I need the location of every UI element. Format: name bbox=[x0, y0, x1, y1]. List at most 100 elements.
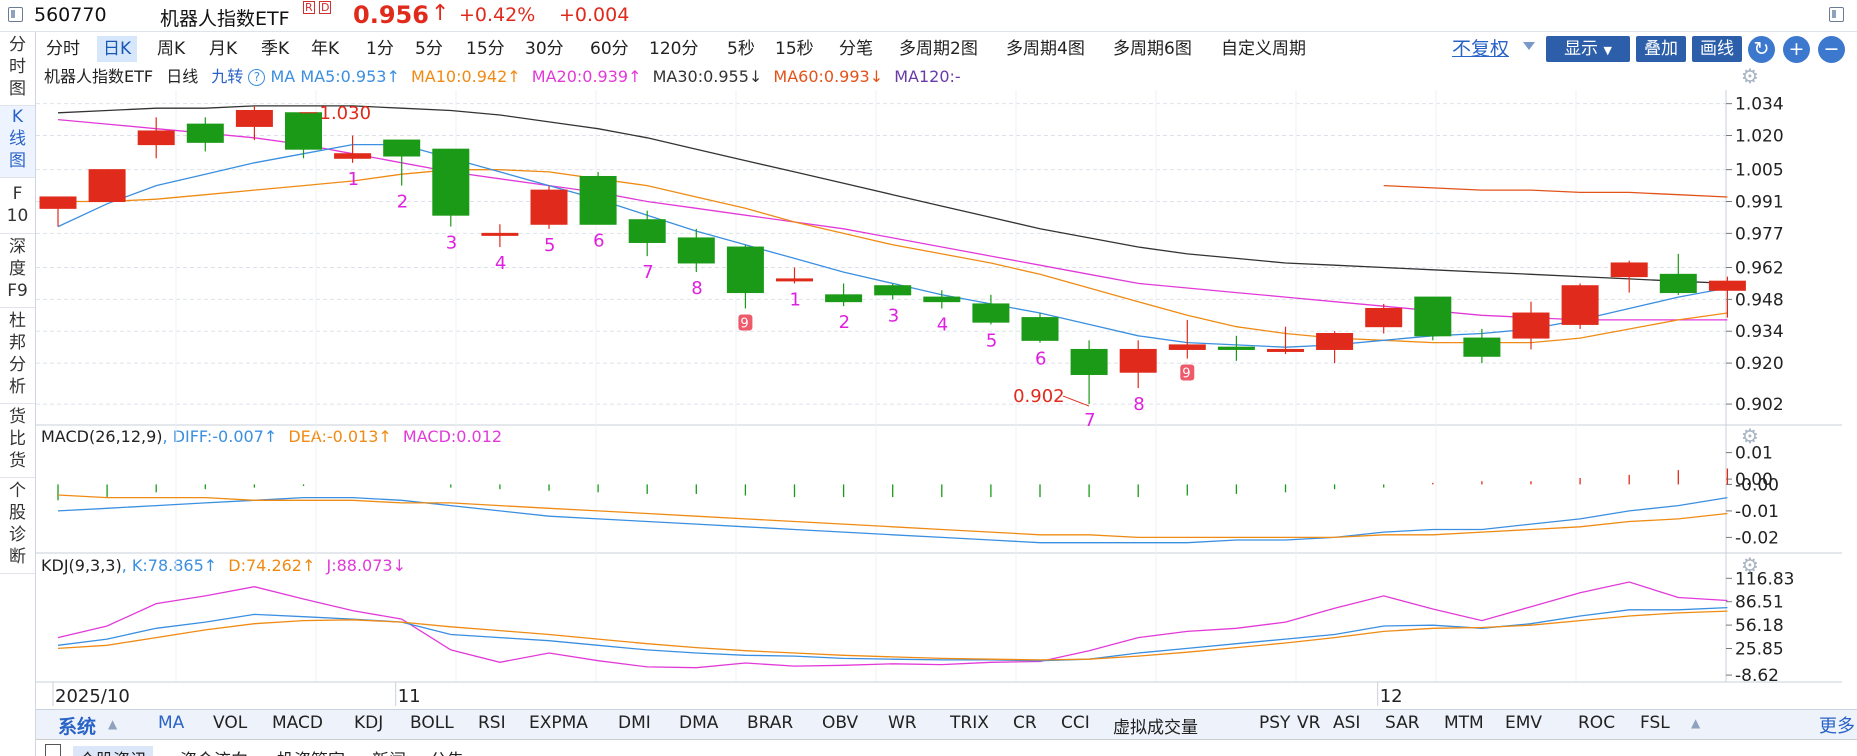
period-tab-7[interactable]: 5分 bbox=[415, 39, 443, 59]
sidebar-toggle-icon[interactable] bbox=[8, 7, 23, 22]
period-tab-2[interactable]: 周K bbox=[157, 39, 186, 59]
sidebar-item-dupont[interactable]: 杜 邦 分 析 bbox=[0, 308, 35, 404]
refresh-icon[interactable]: ↻ bbox=[1748, 36, 1775, 63]
indicator-tab-21[interactable]: EMV bbox=[1505, 713, 1543, 733]
nine-turn-count: 5 bbox=[544, 235, 555, 256]
indicator-tab-1[interactable]: VOL bbox=[213, 713, 248, 733]
indicator-tab-3[interactable]: KDJ bbox=[354, 713, 384, 733]
indicator-tab-23[interactable]: FSL bbox=[1640, 713, 1670, 733]
indicator-tab-22[interactable]: ROC bbox=[1578, 713, 1616, 733]
sidebar-item-depth-f9[interactable]: 深 度 F9 bbox=[0, 234, 35, 308]
price-tick-label: 0.948 bbox=[1735, 290, 1784, 310]
sidebar-item-kline[interactable]: K 线 图 bbox=[0, 106, 35, 178]
display-button[interactable]: 显示 ▼ bbox=[1546, 36, 1630, 62]
period-tab-15[interactable]: 多周期2图 bbox=[899, 39, 978, 59]
overlay-button[interactable]: 叠加 bbox=[1636, 36, 1686, 62]
bottom-tab-3[interactable]: 新闻 bbox=[372, 746, 406, 756]
adjust-select[interactable]: 不复权 bbox=[1452, 38, 1510, 60]
macd-settings-gear-icon[interactable]: ⚙ bbox=[1741, 424, 1759, 448]
indicator-tab-20[interactable]: MTM bbox=[1444, 713, 1484, 733]
price-tick-label: 1.020 bbox=[1735, 127, 1784, 147]
bottom-tab-0[interactable]: 个股资讯 bbox=[73, 746, 153, 756]
date-tick-label: 2025/10 bbox=[55, 686, 130, 707]
indicator-tab-2[interactable]: MACD bbox=[272, 713, 323, 733]
period-tab-18[interactable]: 自定义周期 bbox=[1221, 39, 1306, 59]
legend-nine-turn[interactable]: 九转 bbox=[211, 67, 244, 86]
fsl-up-arrow-icon[interactable]: ▲ bbox=[1691, 716, 1701, 730]
zoom-in-icon[interactable]: + bbox=[1783, 36, 1810, 63]
period-tab-8[interactable]: 15分 bbox=[466, 39, 505, 59]
sidebar-item-f10[interactable]: F 10 bbox=[0, 178, 35, 234]
macd-legend: MACD(26,12,9), DIFF:-0.007↑ DEA:-0.013↑ … bbox=[41, 428, 502, 446]
more-indicators-link[interactable]: 更多 bbox=[1819, 716, 1855, 737]
kdj-tick-label: -8.62 bbox=[1735, 666, 1779, 686]
legend-ma30: MA30:0.955↓ bbox=[652, 67, 763, 86]
candle-body bbox=[1316, 333, 1354, 350]
indicator-tab-5[interactable]: RSI bbox=[478, 713, 506, 733]
candle-body bbox=[186, 123, 224, 143]
indicator-tab-16[interactable]: PSY bbox=[1259, 713, 1291, 733]
nine-turn-marker-label: 9 bbox=[740, 316, 748, 331]
indicator-tab-14[interactable]: CCI bbox=[1061, 713, 1090, 733]
help-icon[interactable]: ? bbox=[248, 69, 266, 86]
indicator-tab-11[interactable]: WR bbox=[888, 713, 917, 733]
nine-turn-count: 1 bbox=[348, 169, 359, 190]
period-tab-4[interactable]: 季K bbox=[261, 39, 290, 59]
indicator-tab-10[interactable]: OBV bbox=[822, 713, 859, 733]
indicator-tab-9[interactable]: BRAR bbox=[747, 713, 794, 733]
period-tab-10[interactable]: 60分 bbox=[590, 39, 629, 59]
indicator-bar bbox=[36, 709, 1857, 739]
period-tab-0[interactable]: 分时 bbox=[46, 39, 80, 59]
period-tab-17[interactable]: 多周期6图 bbox=[1113, 39, 1192, 59]
candle-body bbox=[972, 303, 1010, 323]
draw-line-button[interactable]: 画线 bbox=[1692, 36, 1742, 62]
candle-body bbox=[235, 109, 273, 127]
bottom-tab-1[interactable]: 资金流向 bbox=[180, 746, 248, 756]
period-tab-9[interactable]: 30分 bbox=[525, 39, 564, 59]
legend-period: 日线 bbox=[166, 67, 199, 86]
indicator-tab-0[interactable]: MA bbox=[158, 713, 185, 733]
period-tab-12[interactable]: 5秒 bbox=[727, 39, 755, 59]
period-tab-5[interactable]: 年K bbox=[311, 39, 340, 59]
tong-badge: D bbox=[319, 1, 332, 14]
panel-toggle-icon[interactable] bbox=[1829, 7, 1844, 22]
sidebar-item-timeshare[interactable]: 分 时 图 bbox=[0, 34, 35, 106]
sidebar-item-compare[interactable]: 货 比 货 bbox=[0, 404, 35, 478]
macd-legend-macd: MACD:0.012 bbox=[402, 427, 503, 446]
indicator-tab-19[interactable]: SAR bbox=[1385, 713, 1420, 733]
period-tab-13[interactable]: 15秒 bbox=[775, 39, 814, 59]
price-tick-label: 0.962 bbox=[1735, 259, 1784, 279]
indicator-tab-13[interactable]: CR bbox=[1013, 713, 1037, 733]
bottom-tab-4[interactable]: 公告 bbox=[430, 746, 464, 756]
change-percent: +0.42% bbox=[459, 4, 536, 26]
bottom-checkbox-icon[interactable] bbox=[45, 744, 61, 756]
adjust-dropdown-icon[interactable] bbox=[1523, 42, 1535, 50]
bottom-tab-2[interactable]: 投资管家 bbox=[277, 746, 345, 756]
system-indicator-button[interactable]: 系统 bbox=[58, 716, 97, 738]
period-tab-6[interactable]: 1分 bbox=[366, 39, 394, 59]
candle-body bbox=[1512, 312, 1550, 339]
indicator-tab-17[interactable]: VR bbox=[1297, 713, 1321, 733]
period-tab-16[interactable]: 多周期4图 bbox=[1006, 39, 1085, 59]
legend-ma10: MA10:0.942↑ bbox=[410, 67, 521, 86]
candle-body bbox=[481, 232, 519, 236]
system-up-arrow-icon[interactable]: ▲ bbox=[108, 717, 118, 731]
candle-body bbox=[874, 285, 912, 296]
kdj-legend-d: D:74.262↑ bbox=[228, 556, 316, 575]
zoom-out-icon[interactable]: − bbox=[1818, 36, 1845, 63]
main-settings-gear-icon[interactable]: ⚙ bbox=[1741, 64, 1759, 88]
indicator-tab-4[interactable]: BOLL bbox=[410, 713, 454, 733]
indicator-tab-8[interactable]: DMA bbox=[679, 713, 719, 733]
candle-body bbox=[530, 189, 568, 225]
indicator-tab-12[interactable]: TRIX bbox=[950, 713, 989, 733]
period-tab-3[interactable]: 月K bbox=[209, 39, 238, 59]
period-tab-1[interactable]: 日K bbox=[97, 36, 138, 62]
sidebar-item-diagnosis[interactable]: 个 股 诊 断 bbox=[0, 478, 35, 574]
period-tab-14[interactable]: 分笔 bbox=[839, 39, 873, 59]
indicator-tab-15[interactable]: 虚拟成交量 bbox=[1113, 718, 1198, 738]
indicator-tab-6[interactable]: EXPMA bbox=[529, 713, 588, 733]
period-tab-11[interactable]: 120分 bbox=[649, 39, 699, 59]
kdj-settings-gear-icon[interactable]: ⚙ bbox=[1741, 553, 1759, 577]
indicator-tab-7[interactable]: DMI bbox=[618, 713, 651, 733]
indicator-tab-18[interactable]: ASI bbox=[1333, 713, 1361, 733]
